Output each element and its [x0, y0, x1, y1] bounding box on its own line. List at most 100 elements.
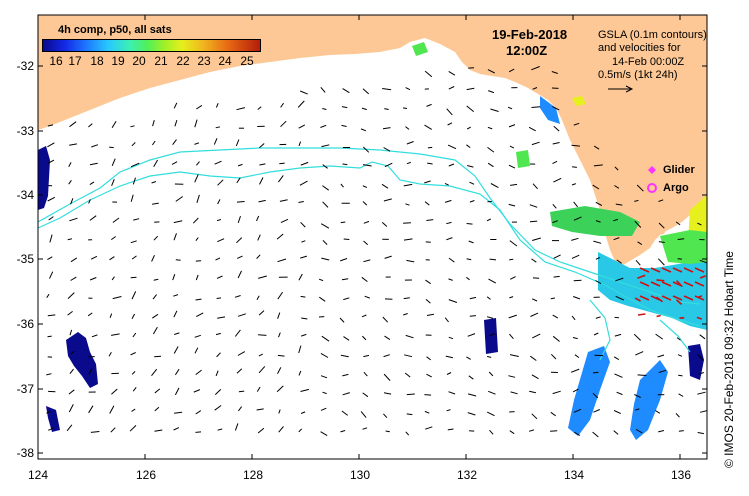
velocity-vector	[112, 217, 120, 223]
argo-marker	[647, 183, 657, 193]
velocity-vector	[89, 162, 98, 166]
sst-patch-gulf-upper	[540, 96, 560, 124]
velocity-vector	[322, 185, 329, 191]
velocity-vector	[531, 106, 541, 108]
velocity-vector	[448, 336, 454, 340]
velocity-vector	[550, 297, 555, 300]
velocity-vector	[129, 425, 137, 432]
velocity-vector	[49, 271, 54, 279]
velocity-vector	[258, 275, 267, 279]
velocity-vector	[321, 257, 330, 261]
velocity-vector	[46, 293, 50, 298]
velocity-vector	[488, 371, 494, 377]
velocity-vector	[509, 240, 518, 247]
velocity-vector	[237, 163, 243, 167]
colorbar-title: 4h comp, p50, all sats	[58, 24, 172, 36]
velocity-vector	[446, 221, 452, 225]
velocity-vector	[152, 119, 155, 127]
velocity-vector	[487, 146, 495, 153]
velocity-vector	[259, 163, 266, 166]
velocity-vector	[426, 103, 432, 107]
velocity-vector	[362, 392, 369, 398]
velocity-vector	[69, 143, 77, 146]
velocity-vector	[444, 199, 452, 203]
velocity-vector	[111, 179, 115, 186]
velocity-vector	[655, 333, 663, 340]
land-australia	[38, 15, 707, 268]
velocity-vector	[361, 276, 368, 282]
velocity-vector	[91, 334, 98, 338]
velocity-vector	[466, 87, 475, 91]
velocity-vector	[195, 369, 202, 375]
velocity-vector	[173, 102, 178, 109]
y-tick-label: -36	[16, 317, 34, 331]
velocity-vector	[214, 160, 222, 165]
velocity-vector	[194, 174, 199, 183]
velocity-vector	[402, 107, 408, 109]
velocity-vector	[570, 368, 580, 373]
velocity-vector	[530, 312, 539, 317]
velocity-vector	[447, 144, 457, 150]
velocity-vector	[217, 238, 225, 243]
velocity-vector	[614, 373, 623, 378]
velocity-vector	[363, 220, 370, 224]
velocity-vector	[360, 411, 367, 418]
gsla-line-2: and velocities for	[598, 42, 681, 54]
velocity-vector	[650, 295, 661, 301]
velocity-vector	[528, 126, 536, 132]
velocity-vector	[90, 255, 98, 260]
velocity-vector	[258, 199, 266, 203]
velocity-vector	[363, 354, 370, 358]
velocity-vector	[362, 201, 368, 206]
velocity-vector	[383, 373, 391, 381]
velocity-vector	[466, 356, 471, 360]
velocity-vector	[508, 164, 516, 169]
velocity-vector	[47, 196, 56, 202]
velocity-vector	[47, 256, 53, 261]
velocity-vector	[655, 410, 661, 414]
velocity-vector	[280, 120, 287, 128]
velocity-vector	[531, 374, 539, 380]
colorbar-tick: 20	[132, 54, 146, 68]
velocity-vector	[571, 237, 579, 241]
velocity-vector	[152, 294, 157, 300]
velocity-vector	[508, 124, 516, 128]
velocity-vector	[490, 183, 499, 189]
velocity-vector	[593, 145, 600, 150]
velocity-vector	[70, 350, 75, 355]
colorbar-tick: 19	[111, 54, 125, 68]
velocity-vector	[68, 389, 75, 395]
velocity-vector	[466, 105, 475, 112]
velocity-vector	[639, 281, 650, 287]
colorbar-tick: 17	[68, 54, 82, 68]
velocity-vector	[153, 235, 159, 241]
sst-patch-mid-gulf	[550, 206, 640, 236]
velocity-vector	[234, 329, 241, 337]
velocity-vector	[446, 237, 453, 241]
velocity-vector	[194, 142, 200, 145]
velocity-vector	[277, 291, 284, 300]
velocity-vector	[216, 219, 222, 222]
velocity-vector	[217, 199, 221, 205]
velocity-vector	[216, 297, 222, 299]
velocity-vector	[196, 161, 200, 166]
velocity-vector	[343, 238, 350, 240]
velocity-vector	[550, 353, 557, 360]
velocity-vector	[469, 200, 475, 203]
velocity-vector	[47, 142, 55, 148]
velocity-vector	[237, 255, 243, 259]
velocity-vector	[552, 106, 560, 111]
velocity-vector	[133, 218, 140, 221]
velocity-vector	[634, 394, 641, 398]
velocity-vector	[552, 142, 560, 145]
velocity-vector	[48, 427, 54, 431]
velocity-vector	[151, 368, 158, 377]
velocity-vector	[235, 139, 240, 147]
velocity-vector	[637, 313, 646, 316]
velocity-vector	[340, 354, 349, 358]
velocity-vector	[615, 295, 625, 301]
velocity-vector	[657, 258, 665, 266]
velocity-vector	[427, 146, 433, 149]
velocity-vector	[193, 389, 201, 393]
velocity-vector	[320, 86, 326, 93]
